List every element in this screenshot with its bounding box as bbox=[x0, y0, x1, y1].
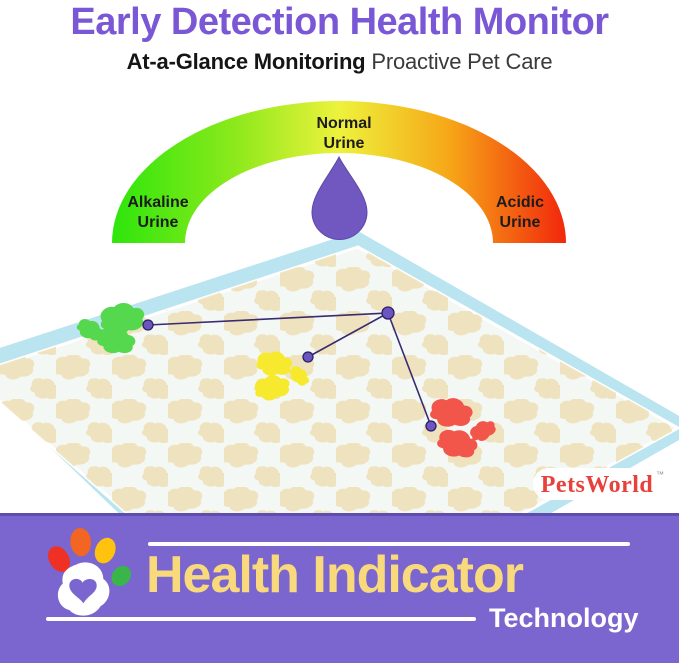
paw-toe-green bbox=[111, 565, 132, 587]
annotation-lines bbox=[147, 312, 432, 427]
subtitle-bold: At-a-Glance Monitoring bbox=[126, 48, 366, 74]
gauge-arc bbox=[112, 101, 566, 243]
svg-text:Urine: Urine bbox=[500, 214, 541, 231]
petsworld-trademark: ™ bbox=[656, 470, 664, 479]
svg-text:Urine: Urine bbox=[138, 214, 179, 231]
illustration: Alkaline Urine Normal Urine Acidic Urine bbox=[0, 95, 679, 513]
banner-bottom-rule bbox=[46, 617, 476, 621]
gauge-label-acidic: Acidic Urine bbox=[496, 194, 544, 231]
paw-logo-icon bbox=[48, 527, 132, 616]
page-subtitle: At-a-Glance Monitoring Proactive Pet Car… bbox=[0, 49, 679, 75]
paw-toe-orange bbox=[70, 527, 92, 557]
petsworld-logo: PetsWorld ™ bbox=[533, 468, 665, 500]
banner-title: Health Indicator bbox=[146, 546, 524, 604]
annotation-dots bbox=[142, 306, 437, 432]
paw-toe-yellow bbox=[94, 537, 116, 564]
svg-text:Alkaline: Alkaline bbox=[127, 194, 188, 211]
banner-subtitle: Technology bbox=[489, 603, 639, 633]
banner-top-rule bbox=[148, 542, 630, 546]
page-title: Early Detection Health Monitor bbox=[70, 1, 609, 43]
petsworld-logo-text: PetsWorld bbox=[541, 472, 654, 498]
heart-icon bbox=[69, 578, 97, 604]
header: Early Detection Health Monitor At-a-Glan… bbox=[0, 0, 679, 95]
paw-toe-red bbox=[48, 546, 70, 572]
gauge-label-normal: Normal Urine bbox=[316, 115, 371, 152]
svg-text:Acidic: Acidic bbox=[496, 194, 544, 211]
svg-text:Normal: Normal bbox=[316, 115, 371, 132]
droplet-icon bbox=[311, 155, 368, 240]
pad-surface-pattern bbox=[0, 247, 678, 513]
subtitle-rest: Proactive Pet Care bbox=[365, 48, 553, 74]
gauge-label-alkaline: Alkaline Urine bbox=[127, 194, 188, 231]
svg-text:Urine: Urine bbox=[324, 135, 365, 152]
banner: Health Indicator Technology bbox=[0, 513, 679, 663]
ph-gauge: Alkaline Urine Normal Urine Acidic Urine bbox=[112, 101, 566, 243]
